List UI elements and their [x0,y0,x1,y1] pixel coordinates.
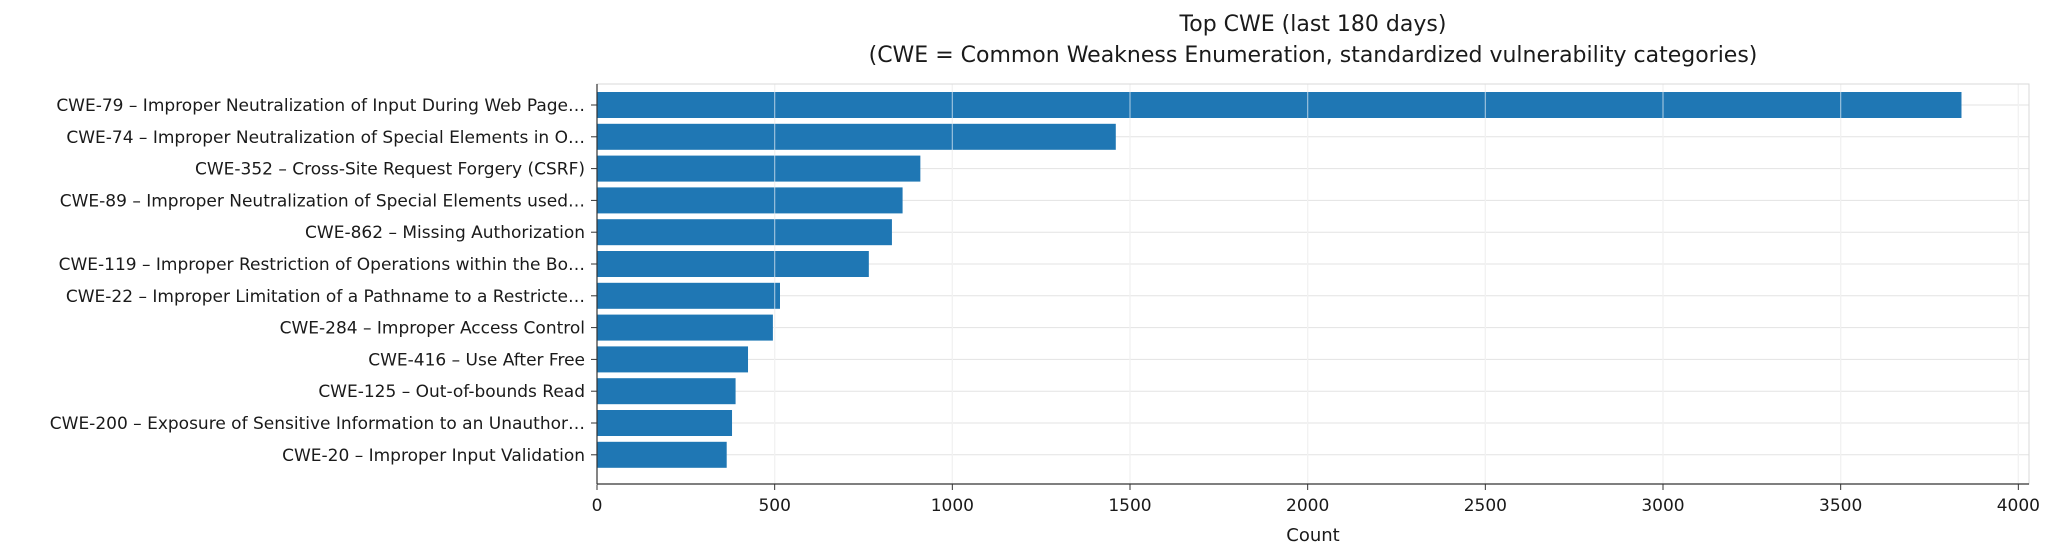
y-tick-label: CWE-416 – Use After Free [368,350,585,370]
bar [597,282,780,309]
bar [597,92,1962,118]
x-tick-label: 0 [592,496,603,516]
y-tick-label: CWE-74 – Improper Neutralization of Spec… [66,128,585,148]
axes [591,83,2030,490]
x-tick-labels: 0 500 1000 1500 2000 2500 3000 3500 4000 [592,496,2040,516]
x-tick-label: 3500 [1819,496,1862,516]
y-tick-label: CWE-862 – Missing Authorization [305,223,585,243]
x-tick-label: 500 [758,496,790,516]
y-tick-label: CWE-20 – Improper Input Validation [282,446,585,466]
bar [597,378,736,405]
y-tick-label: CWE-89 – Improper Neutralization of Spec… [60,191,585,211]
bar [597,410,733,436]
y-tick-label: CWE-79 – Improper Neutralization of Inpu… [56,96,585,116]
x-axis-label: Count [1286,525,1339,546]
x-tick-label: 1000 [931,496,974,516]
bars [597,84,2019,484]
x-tick-label: 1500 [1108,496,1151,516]
y-tick-label: CWE-352 – Cross-Site Request Forgery (CS… [195,160,585,180]
bar [597,346,749,373]
y-tick-label: CWE-119 – Improper Restriction of Operat… [59,255,585,275]
chart-title: Top CWE (last 180 days) [1179,12,1447,37]
y-tick-label: CWE-200 – Exposure of Sensitive Informat… [50,414,585,434]
y-tick-labels: CWE-79 – Improper Neutralization of Inpu… [50,96,585,466]
chart-subtitle: (CWE = Common Weakness Enumeration, stan… [869,43,1758,68]
bar [597,187,903,214]
bar [597,123,1116,150]
x-tick-label: 4000 [1997,496,2040,516]
x-tick-label: 3000 [1641,496,1684,516]
bar [597,219,892,246]
bar [597,155,921,182]
y-tick-label: CWE-284 – Improper Access Control [280,319,585,339]
x-tick-label: 2000 [1286,496,1329,516]
bar [597,251,869,277]
bar [597,441,727,468]
bar [597,314,773,341]
y-tick-label: CWE-125 – Out-of-bounds Read [318,382,585,402]
y-tick-label: CWE-22 – Improper Limitation of a Pathna… [66,287,585,307]
x-tick-label: 2500 [1464,496,1507,516]
